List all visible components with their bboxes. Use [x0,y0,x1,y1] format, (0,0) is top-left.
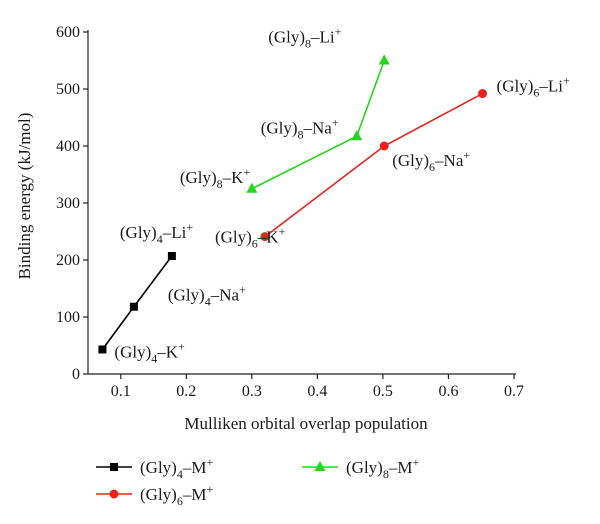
data-point [246,182,258,193]
data-point [478,89,488,99]
axes: 0 100 200 300 400 500 600 0.1 0.2 0.3 0.4 0.5 0.6 0.7… [15,24,524,433]
point-label: (Gly)4–K+ [114,339,185,365]
x-tick-label: 0.5 [373,383,393,400]
y-axis-title: Binding energy (kJ/mol) [15,113,34,280]
y-tick-label: 500 [56,81,80,98]
point-label: (Gly)8–Li+ [268,25,341,51]
y-tick-label: 100 [56,309,80,326]
data-point [378,54,390,65]
x-tick-label: 0.3 [242,383,262,400]
y-tick-label: 400 [56,138,80,155]
y-tick-label: 0 [72,366,80,383]
data-point [167,252,176,261]
x-tick-label: 0.1 [111,383,131,400]
point-label: (Gly)6–Li+ [497,74,570,100]
x-tick-label: 0.4 [307,383,327,400]
data-point [260,232,270,242]
point-labels: (Gly)4–K+ (Gly)4–Na+ (Gly)4–Li+ (Gly)6–K+ (G… [114,25,570,366]
legend-marker [109,489,119,499]
data-point [98,345,107,354]
point-label: (Gly)4–Li+ [120,220,193,246]
x-tick-label: 0.7 [504,383,524,400]
legend-label: (Gly)4–M+ [140,455,213,481]
legend-label: (Gly)6–M+ [140,482,213,508]
legend-label: (Gly)8–M+ [346,455,419,481]
data-point [379,141,389,151]
x-tick-label: 0.6 [438,383,458,400]
point-label: (Gly)6–K+ [215,225,286,251]
y-tick-label: 600 [56,24,80,41]
x-tick-label: 0.2 [176,383,196,400]
y-tick-label: 200 [56,252,80,269]
data-point [129,302,138,311]
point-label: (Gly)8–Na+ [261,115,339,141]
legend-marker [110,463,118,471]
point-label: (Gly)6–Na+ [392,148,470,174]
y-tick-label: 300 [56,195,80,212]
point-label: (Gly)4–Na+ [168,283,246,309]
point-label: (Gly)8–K+ [180,165,251,191]
legend: (Gly)4–M+(Gly)6–M+ (Gly)8–M+ [96,455,419,508]
x-axis-title: Mulliken orbital overlap population [184,414,428,433]
legend-marker [314,461,326,471]
plot-area [98,54,488,354]
data-point [351,130,363,141]
